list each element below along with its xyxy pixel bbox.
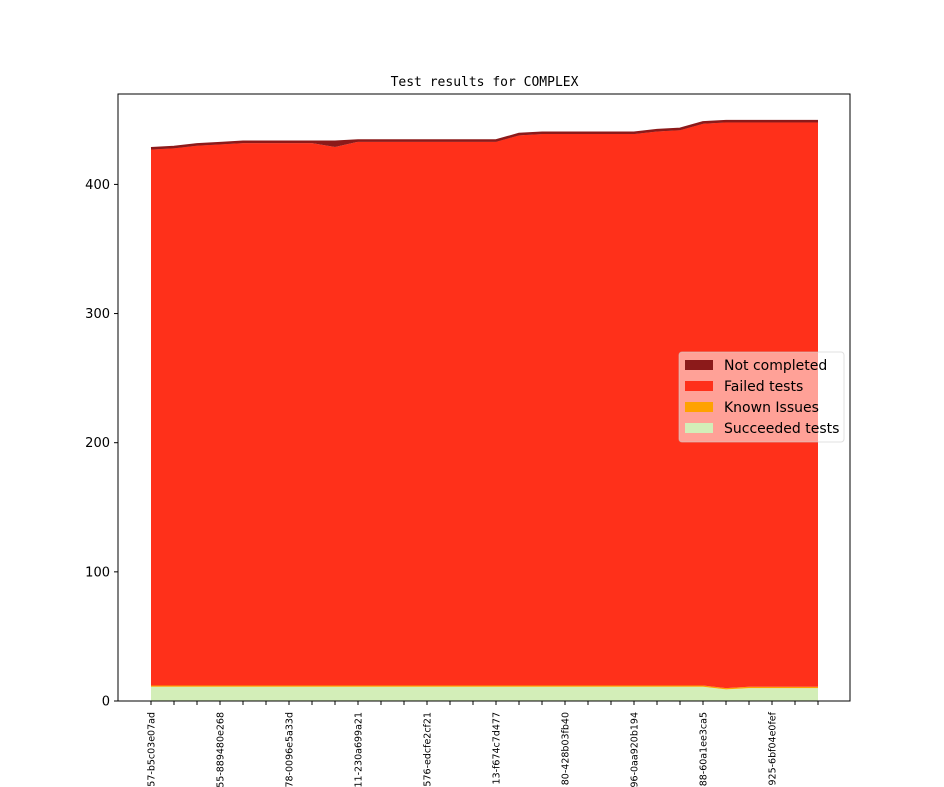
plot-frame — [117, 93, 851, 702]
stack-top-line — [150, 119, 818, 150]
x-tick-label: 55-889480e268 — [216, 712, 227, 787]
axes-layer: 0 100 200 300 400 57-b5c03e07ad 55-889480e268 7… — [85, 93, 851, 787]
area-known-issues — [151, 685, 818, 690]
areas-layer — [150, 119, 818, 701]
legend-label-not-completed: Not completed — [724, 358, 827, 374]
legend-swatch-not-completed — [685, 360, 713, 370]
x-tick-label: 96-0aa920b194 — [630, 712, 641, 787]
x-tick-label: 576-edcfe2cf21 — [423, 712, 434, 787]
legend-label-succeeded-tests: Succeeded tests — [724, 421, 839, 437]
legend-box — [678, 351, 845, 443]
legend: Not completed Failed tests Known Issues Suc… — [678, 351, 845, 443]
chart-title: Test results for COMPLEX — [391, 75, 579, 90]
x-tick-label: 78-0096e5a33d — [285, 712, 296, 787]
area-succeeded-tests — [151, 686, 818, 701]
y-tick-label: 200 — [85, 436, 110, 451]
x-tick-label: 13-f674c7d477 — [492, 712, 503, 784]
x-tick-label: 80-428b03fb40 — [561, 712, 572, 785]
y-tick-label: 100 — [85, 565, 110, 580]
x-tick-label: 11-230a699a21 — [354, 712, 365, 787]
y-tick-label: 300 — [85, 307, 110, 322]
x-tick-label: 925-6bf04e0fef — [768, 711, 779, 785]
legend-label-known-issues: Known Issues — [724, 400, 819, 416]
legend-swatch-failed-tests — [685, 381, 713, 391]
legend-swatch-succeeded-tests — [685, 423, 713, 433]
x-tick-label: 88-60a1ee3ca5 — [699, 712, 710, 786]
y-tick-label: 0 — [102, 695, 110, 710]
legend-swatch-known-issues — [685, 402, 713, 412]
y-tick-label: 400 — [85, 178, 110, 193]
legend-label-failed-tests: Failed tests — [724, 379, 803, 395]
area-failed-tests — [151, 122, 818, 689]
x-tick-label: 57-b5c03e07ad — [147, 712, 158, 787]
